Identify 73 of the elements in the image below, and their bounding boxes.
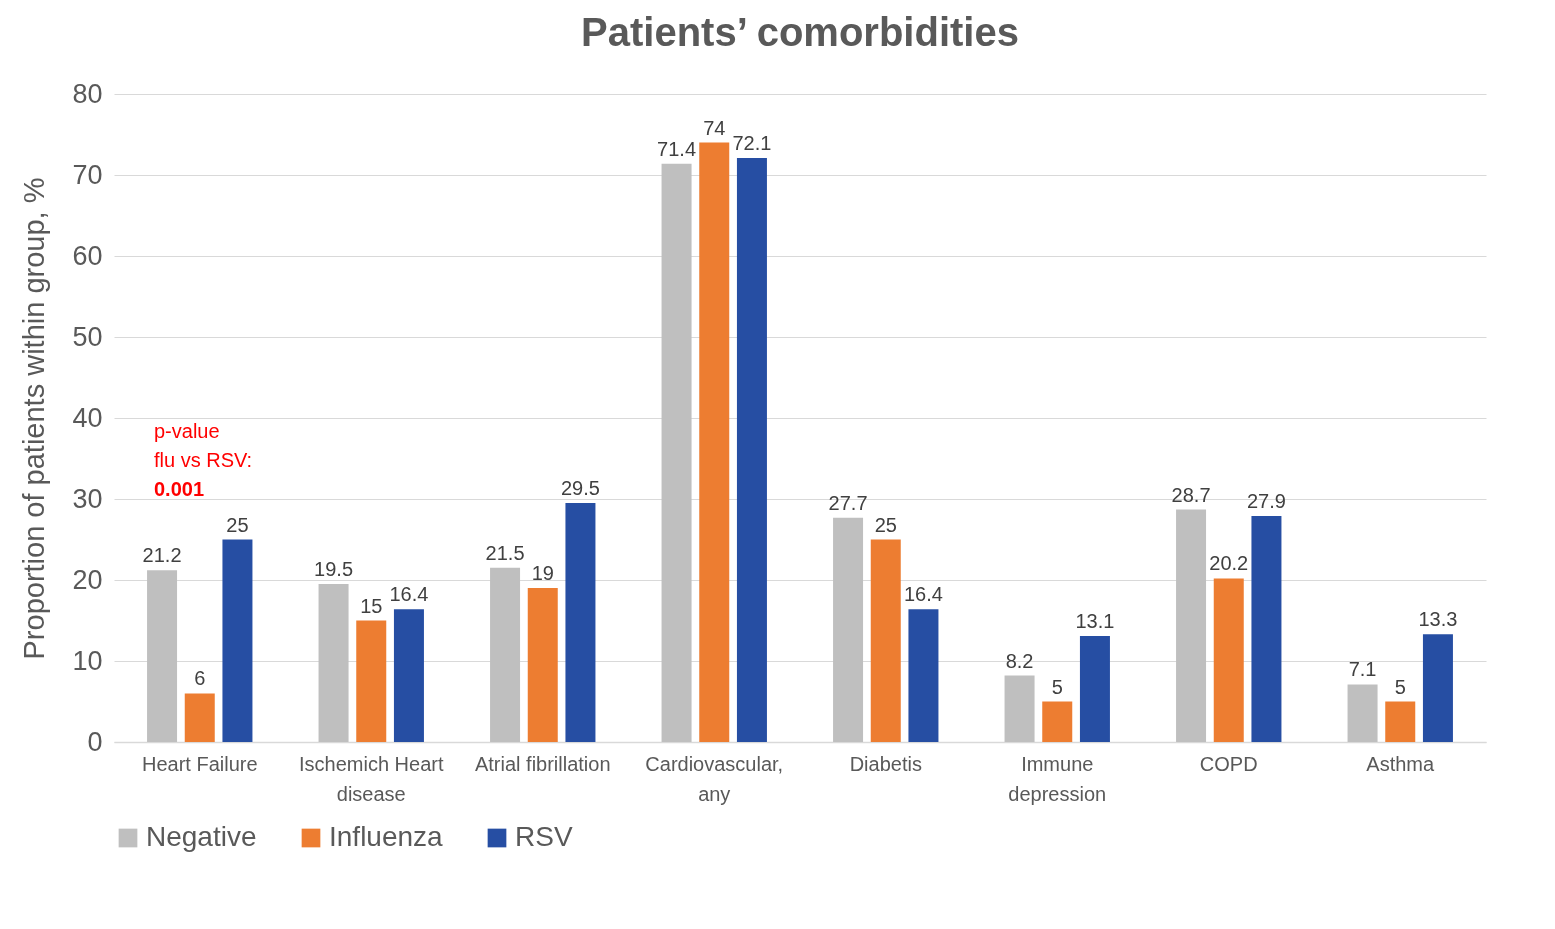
bar — [1251, 516, 1282, 742]
bar — [908, 609, 939, 742]
y-tick-label: 30 — [72, 483, 103, 514]
bar — [1213, 578, 1244, 742]
legend-label: RSV — [515, 821, 573, 852]
bar — [527, 588, 558, 742]
y-tick-label: 70 — [72, 159, 103, 190]
x-tick-label: Atrial fibrillation — [474, 752, 611, 775]
annotation: flu vs RSV: — [154, 449, 253, 471]
data-label: 20.2 — [1209, 552, 1249, 575]
data-label: 13.1 — [1075, 609, 1115, 632]
bar — [184, 693, 215, 742]
data-label: 27.7 — [828, 491, 868, 514]
bar — [1385, 701, 1416, 742]
bar — [318, 584, 349, 742]
y-tick-label: 60 — [72, 240, 103, 271]
bar — [1079, 635, 1110, 742]
y-tick-label: 50 — [72, 321, 103, 352]
annotation: 0.001 — [154, 478, 205, 500]
bar — [222, 539, 253, 742]
bar — [1176, 509, 1207, 742]
data-label: 16.4 — [903, 583, 943, 606]
bar — [490, 567, 521, 742]
bar — [870, 539, 901, 742]
data-label: 27.9 — [1246, 490, 1286, 513]
x-tick-label: Cardiovascular, any — [645, 752, 784, 805]
data-label: 29.5 — [560, 477, 600, 500]
data-label: 21.5 — [485, 541, 525, 564]
bar — [147, 570, 178, 742]
y-tick-label: 10 — [72, 645, 103, 676]
data-label: 21.2 — [142, 544, 182, 567]
bar — [1422, 634, 1453, 742]
data-label: 72.1 — [732, 131, 772, 154]
y-tick-label: 20 — [72, 564, 103, 595]
data-label: 5 — [1394, 675, 1406, 698]
x-tick-label: COPD — [1199, 752, 1258, 775]
x-tick-label: Diabetis — [849, 752, 922, 775]
annotation: p-value — [154, 420, 220, 442]
bar — [393, 609, 424, 742]
data-label: 19.5 — [314, 558, 354, 581]
data-label: 8.2 — [1005, 649, 1034, 672]
x-tick-label: Immune depression — [1008, 752, 1107, 805]
data-label: 16.4 — [389, 583, 429, 606]
data-label: 15 — [360, 594, 383, 617]
data-label: 6 — [194, 667, 206, 690]
legend-label: Negative — [146, 821, 257, 852]
data-label: 28.7 — [1171, 483, 1211, 506]
data-label: 74 — [703, 116, 726, 139]
data-label: 5 — [1051, 675, 1063, 698]
y-axis-title: Proportion of patients within group, % — [18, 177, 51, 660]
data-label: 71.4 — [657, 137, 697, 160]
data-label: 25 — [226, 513, 249, 536]
data-label: 7.1 — [1348, 658, 1377, 681]
bar — [699, 142, 730, 742]
bar — [661, 163, 692, 742]
x-tick-label: Asthma — [1366, 752, 1436, 775]
data-label: 25 — [874, 513, 897, 536]
y-tick-label: 80 — [72, 78, 103, 109]
x-tick-label: Ischemich Heart disease — [299, 752, 444, 805]
legend-label: Influenza — [329, 821, 444, 852]
bar — [1004, 675, 1035, 742]
y-tick-label: 40 — [72, 402, 103, 433]
data-label: 19 — [531, 562, 554, 585]
x-tick-label: Heart Failure — [141, 752, 258, 775]
bar — [833, 517, 864, 742]
bar — [1042, 701, 1073, 742]
bar — [565, 503, 596, 742]
bar — [356, 620, 387, 742]
bar — [1347, 684, 1378, 742]
data-label: 13.3 — [1418, 608, 1458, 631]
chart-title: Patients’ comorbidities — [581, 10, 1019, 54]
bar — [736, 157, 767, 742]
y-tick-label: 0 — [87, 726, 103, 757]
